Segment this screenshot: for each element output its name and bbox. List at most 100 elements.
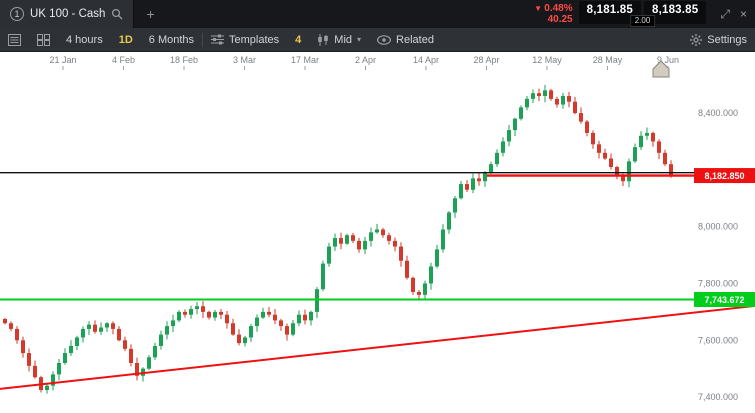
candle-body (603, 152, 607, 159)
candle-body (195, 306, 199, 310)
y-axis-label: 8,000.000 (698, 222, 738, 232)
search-icon[interactable] (111, 8, 123, 20)
candle-body (201, 306, 205, 312)
eye-icon (377, 34, 392, 45)
candle-body (657, 141, 661, 153)
chart-toolbar: 4 hours 1D 6 Months Templates 4 Mid ▾ Re… (0, 28, 755, 52)
candlestick-icon (318, 33, 329, 46)
candle-body (645, 132, 649, 136)
x-axis-label: 4 Feb (112, 55, 135, 65)
candle-body (261, 311, 265, 318)
candle-body (459, 184, 463, 199)
candle-body (585, 121, 589, 133)
candle-body (267, 311, 271, 315)
candle-body (495, 152, 499, 165)
candle-body (423, 283, 427, 295)
candle-body (153, 345, 157, 358)
candle-body (237, 334, 241, 344)
price-type-dropdown[interactable]: Mid ▾ (309, 28, 369, 51)
candle-body (345, 235, 349, 244)
topbar-spacer (167, 0, 529, 28)
candle-body (621, 175, 625, 182)
candle-body (117, 328, 121, 341)
x-axis-label: 18 Feb (170, 55, 198, 65)
range-dropdown[interactable]: 6 Months (141, 28, 202, 51)
candle-body (135, 363, 139, 376)
instrument-icon: 1 (10, 7, 24, 21)
resistance-price-tag[interactable] (694, 168, 755, 184)
candle-body (393, 240, 397, 247)
expand-icon[interactable]: ⤢ (720, 6, 730, 21)
candle-body (189, 309, 193, 315)
event-marker-icon[interactable] (652, 60, 670, 78)
candle-body (333, 238, 337, 247)
candle-body (63, 353, 67, 364)
y-axis-label: 7,800.000 (698, 278, 738, 288)
candle-body (357, 240, 361, 250)
indicator-count-badge[interactable]: 4 (287, 28, 309, 51)
candle-body (33, 365, 37, 378)
chevron-down-icon: ▾ (357, 35, 362, 44)
candle-body (507, 130, 511, 142)
preset-label: 1D (118, 33, 133, 46)
candle-body (399, 246, 403, 261)
x-axis-label: 3 Mar (233, 55, 256, 65)
related-button[interactable]: Related (369, 28, 442, 51)
candle-body (21, 340, 25, 354)
candle-body (309, 311, 313, 321)
templates-button[interactable]: Templates (203, 28, 287, 51)
candle-body (651, 132, 655, 142)
interval-dropdown[interactable]: 4 hours (58, 28, 111, 51)
candles (3, 84, 673, 394)
y-axis-label: 7,600.000 (698, 335, 738, 345)
candle-body (573, 101, 577, 114)
candle-body (45, 385, 49, 390)
settings-label: Settings (707, 33, 747, 46)
candle-body (225, 314, 229, 324)
candle-body (207, 311, 211, 318)
candle-body (519, 107, 523, 119)
spread-badge: 2.00 (629, 15, 656, 27)
related-label: Related (396, 33, 434, 46)
candle-body (87, 324, 91, 329)
toolbar-separator (202, 32, 204, 47)
price-type-label: Mid (334, 33, 353, 46)
candle-body (669, 164, 673, 175)
candle-body (441, 229, 445, 250)
candle-body (465, 184, 469, 190)
candle-body (147, 357, 151, 369)
templates-label: Templates (229, 33, 280, 46)
buy-price-button[interactable]: 8,183.85 (644, 0, 707, 24)
panel-layout-icon[interactable] (0, 28, 29, 51)
support-price-tag[interactable] (694, 291, 755, 307)
candle-body (123, 340, 127, 349)
price-pair: 8,181.85 8,183.85 2.00 (578, 0, 707, 28)
instrument-tab[interactable]: 1 UK 100 - Cash (0, 0, 135, 28)
chart-area[interactable]: 21 Jan 4 Feb 18 Feb 3 Mar 17 Mar 2 Apr 14 Apr 2… (0, 52, 755, 413)
sell-price-button[interactable]: 8,181.85 (578, 0, 641, 24)
candle-body (171, 320, 175, 327)
preset-1d-button[interactable]: 1D (111, 28, 141, 51)
instrument-name: UK 100 - Cash (30, 8, 106, 20)
candle-body (273, 314, 277, 321)
candle-body (363, 240, 367, 250)
y-axis-label: 7,400.000 (698, 392, 738, 402)
price-chart[interactable]: 21 Jan 4 Feb 18 Feb 3 Mar 17 Mar 2 Apr 14 Apr 2… (0, 52, 755, 413)
candle-body (513, 118, 517, 131)
close-icon[interactable]: × (739, 7, 747, 21)
settings-button[interactable]: Settings (682, 28, 755, 51)
trendline[interactable] (0, 304, 755, 390)
candle-body (489, 164, 493, 173)
resistance-price-tag-label: 8,182.850 (704, 171, 744, 181)
grid-layout-icon[interactable] (29, 28, 58, 51)
candle-body (81, 328, 85, 338)
interval-label: 4 hours (66, 33, 103, 46)
gear-icon (690, 33, 703, 46)
x-axis-label: 2 Apr (355, 55, 376, 65)
x-axis-label: 28 May (593, 55, 623, 65)
add-chart-tab-button[interactable]: + (146, 6, 155, 22)
candle-body (213, 311, 217, 318)
candle-body (633, 147, 637, 162)
candle-body (531, 93, 535, 99)
candle-body (75, 337, 79, 346)
